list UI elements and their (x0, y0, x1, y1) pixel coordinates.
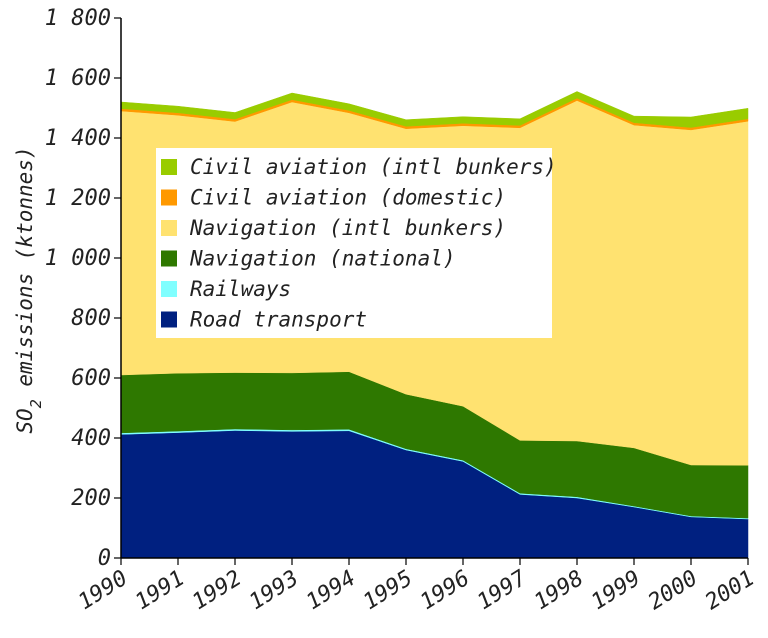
chart-legend: Civil aviation (intl bunkers) Civil aviat… (156, 148, 557, 338)
legend-swatch (161, 250, 177, 267)
legend-label: Railways (190, 277, 291, 301)
chart-axes (120, 18, 748, 559)
y-tick-label: 400 (71, 426, 111, 451)
y-tick-label: 600 (71, 366, 111, 391)
area-civil-aviation-intl-bunkers (120, 91, 749, 128)
legend-box (156, 148, 552, 338)
x-tick-label: 1997 (473, 565, 532, 615)
x-tick-label: 1991 (131, 566, 189, 615)
x-tick-label: 1995 (359, 566, 417, 615)
y-tick-label: 1 800 (45, 6, 111, 31)
y-axis-label-main: SO (13, 408, 37, 433)
y-tick-label: 0 (98, 546, 111, 571)
y-axis-label-rest: emissions (ktonnes) (13, 146, 37, 399)
legend-swatch (161, 220, 177, 236)
x-tick-label: 2000 (644, 566, 702, 615)
legend-swatch (161, 281, 177, 297)
y-tick-label: 1 200 (45, 186, 111, 211)
x-tick-label: 1994 (302, 566, 360, 615)
x-tick-label: 2001 (701, 566, 759, 615)
legend-label: Navigation (national) (189, 247, 456, 271)
legend-label: Civil aviation (domestic) (190, 186, 506, 210)
x-tick-label: 1993 (245, 566, 303, 615)
legend-label: Navigation (intl bunkers) (189, 216, 506, 240)
legend-label: Road transport (190, 308, 367, 332)
y-tick-label: 1 000 (45, 246, 111, 271)
x-tick-label: 1998 (530, 566, 588, 615)
x-tick-label: 1990 (74, 566, 132, 615)
y-tick-label: 1 600 (45, 66, 111, 91)
x-axis-ticks: 1990199119921993199419951996199719981999… (74, 558, 759, 615)
legend-label: Civil aviation (intl bunkers) (190, 155, 557, 179)
y-axis-label-subscript: 2 (27, 399, 45, 408)
x-tick-label: 1996 (416, 566, 474, 615)
legend-swatch (161, 189, 177, 206)
x-tick-label: 1992 (188, 566, 246, 615)
y-tick-label: 800 (71, 306, 111, 331)
y-axis-ticks: 0 200 400 600 800 1 000 1 200 1 400 1 600 1 800 (45, 6, 121, 571)
legend-swatch (161, 311, 177, 328)
legend-swatch (161, 159, 177, 175)
y-axis-label: SO2 emissions (ktonnes) (13, 146, 45, 433)
y-tick-label: 1 400 (45, 126, 111, 151)
y-tick-label: 200 (71, 486, 111, 511)
x-tick-label: 1999 (587, 566, 645, 615)
